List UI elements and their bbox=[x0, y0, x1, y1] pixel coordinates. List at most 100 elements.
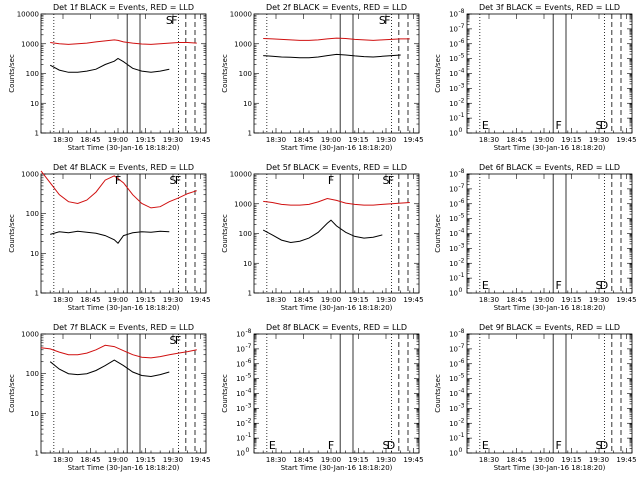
y-tick-label: 1000 bbox=[21, 40, 39, 48]
plot-frame bbox=[40, 173, 207, 294]
x-axis-label: Start Time (30-Jan-16 18:18:20) bbox=[494, 464, 606, 472]
y-tick-label: 10000 bbox=[230, 171, 252, 179]
y-axis-label: Counts/sec bbox=[434, 54, 442, 93]
event-marker-label: S bbox=[383, 174, 390, 187]
event-marker-label: E bbox=[482, 119, 489, 132]
panel-title: Det 5f BLACK = Events, RED = LLD bbox=[266, 163, 407, 172]
x-tick-label: 19:45 bbox=[190, 456, 210, 464]
y-tick-label: 1000 bbox=[21, 171, 39, 179]
x-tick-label: 18:30 bbox=[479, 296, 499, 304]
y-tick-label: 10 bbox=[449, 130, 458, 138]
y-tick-label: 10 bbox=[449, 115, 458, 123]
y-tick-label: 1 bbox=[35, 290, 39, 298]
x-tick-label: 18:30 bbox=[53, 456, 73, 464]
y-tick-label: 10 bbox=[449, 200, 458, 208]
x-tick-label: 19:45 bbox=[616, 296, 636, 304]
y-axis-label: Counts/sec bbox=[8, 54, 16, 93]
event-marker-label: F bbox=[556, 279, 562, 292]
y-tick-label: 10 bbox=[236, 405, 245, 413]
y-axis-label: Counts/sec bbox=[221, 374, 229, 413]
y-tick-label: 1000 bbox=[234, 40, 252, 48]
y-tick-exponent: -8 bbox=[459, 8, 465, 15]
y-tick-label: 10 bbox=[30, 100, 39, 108]
x-tick-label: 19:00 bbox=[321, 456, 341, 464]
event-marker-label: D bbox=[600, 119, 608, 132]
y-tick-exponent: 0 bbox=[459, 447, 463, 454]
y-tick-exponent: -6 bbox=[246, 358, 252, 365]
x-tick-label: 18:30 bbox=[266, 456, 286, 464]
x-tick-label: 19:00 bbox=[534, 296, 554, 304]
y-tick-exponent: -5 bbox=[459, 213, 465, 220]
y-tick-label: 1 bbox=[35, 130, 39, 138]
x-tick-label: 19:45 bbox=[403, 296, 423, 304]
y-tick-label: 10 bbox=[236, 450, 245, 458]
event-marker-label: F bbox=[328, 174, 334, 187]
x-tick-label: 19:30 bbox=[163, 136, 183, 144]
x-tick-label: 19:00 bbox=[108, 296, 128, 304]
series-line-lld bbox=[263, 37, 410, 41]
y-tick-label: 10 bbox=[449, 420, 458, 428]
plot-frame bbox=[253, 173, 420, 294]
event-marker-label: F bbox=[115, 174, 121, 187]
x-tick-label: 19:30 bbox=[163, 296, 183, 304]
event-marker-label: S bbox=[170, 174, 177, 187]
y-tick-label: 10 bbox=[449, 405, 458, 413]
y-tick-label: 10 bbox=[449, 230, 458, 238]
series-line-lld bbox=[40, 170, 197, 209]
panel-title: Det 2f BLACK = Events, RED = LLD bbox=[266, 3, 407, 12]
x-tick-label: 19:00 bbox=[321, 296, 341, 304]
y-tick-exponent: -2 bbox=[246, 417, 252, 424]
y-tick-label: 10 bbox=[449, 260, 458, 268]
y-tick-label: 10 bbox=[449, 70, 458, 78]
plot-frame bbox=[466, 333, 633, 454]
y-tick-exponent: 0 bbox=[246, 447, 250, 454]
x-tick-label: 19:45 bbox=[190, 136, 210, 144]
y-tick-exponent: -8 bbox=[459, 328, 465, 335]
event-marker-label: F bbox=[384, 14, 390, 27]
event-marker-label: F bbox=[175, 334, 181, 347]
y-tick-label: 1000 bbox=[234, 200, 252, 208]
x-tick-label: 18:30 bbox=[479, 456, 499, 464]
y-axis-label: Counts/sec bbox=[221, 54, 229, 93]
y-tick-exponent: 0 bbox=[459, 287, 463, 294]
y-tick-label: 10 bbox=[449, 435, 458, 443]
y-tick-label: 10000 bbox=[17, 11, 39, 19]
plot-frame bbox=[40, 13, 207, 134]
y-tick-label: 100 bbox=[26, 70, 39, 78]
plot-frame bbox=[466, 173, 633, 294]
x-tick-label: 18:45 bbox=[506, 136, 526, 144]
event-marker-label: S bbox=[383, 439, 390, 452]
event-marker-label: D bbox=[600, 279, 608, 292]
y-tick-exponent: -2 bbox=[459, 417, 465, 424]
x-tick-label: 19:45 bbox=[403, 136, 423, 144]
x-tick-label: 18:45 bbox=[293, 296, 313, 304]
y-tick-label: 100 bbox=[26, 210, 39, 218]
y-tick-label: 10 bbox=[449, 331, 458, 339]
x-axis-label: Start Time (30-Jan-16 18:18:20) bbox=[281, 144, 393, 152]
y-tick-exponent: -6 bbox=[459, 358, 465, 365]
x-tick-label: 18:30 bbox=[53, 136, 73, 144]
y-tick-label: 100 bbox=[239, 230, 252, 238]
x-tick-label: 19:00 bbox=[321, 136, 341, 144]
panel-title: Det 8f BLACK = Events, RED = LLD bbox=[266, 323, 407, 332]
x-tick-label: 19:00 bbox=[108, 136, 128, 144]
y-tick-exponent: -4 bbox=[459, 228, 465, 235]
panel-title: Det 9f BLACK = Events, RED = LLD bbox=[479, 323, 620, 332]
y-tick-label: 10 bbox=[236, 390, 245, 398]
x-tick-label: 18:30 bbox=[266, 136, 286, 144]
y-tick-label: 10 bbox=[449, 345, 458, 353]
event-marker-label: E bbox=[482, 439, 489, 452]
y-tick-exponent: -7 bbox=[459, 343, 465, 350]
y-tick-exponent: -6 bbox=[459, 38, 465, 45]
x-axis-label: Start Time (30-Jan-16 18:18:20) bbox=[281, 304, 393, 312]
y-tick-label: 10 bbox=[236, 420, 245, 428]
y-tick-exponent: -1 bbox=[459, 432, 465, 439]
panel-det-1: Det 1f BLACK = Events, RED = LLD 1 10 100 10… bbox=[8, 3, 211, 152]
y-axis-label: Counts/sec bbox=[8, 214, 16, 253]
x-tick-label: 19:30 bbox=[589, 136, 609, 144]
y-tick-exponent: -5 bbox=[459, 53, 465, 60]
event-marker-label: S bbox=[166, 14, 173, 27]
y-tick-label: 10 bbox=[236, 345, 245, 353]
